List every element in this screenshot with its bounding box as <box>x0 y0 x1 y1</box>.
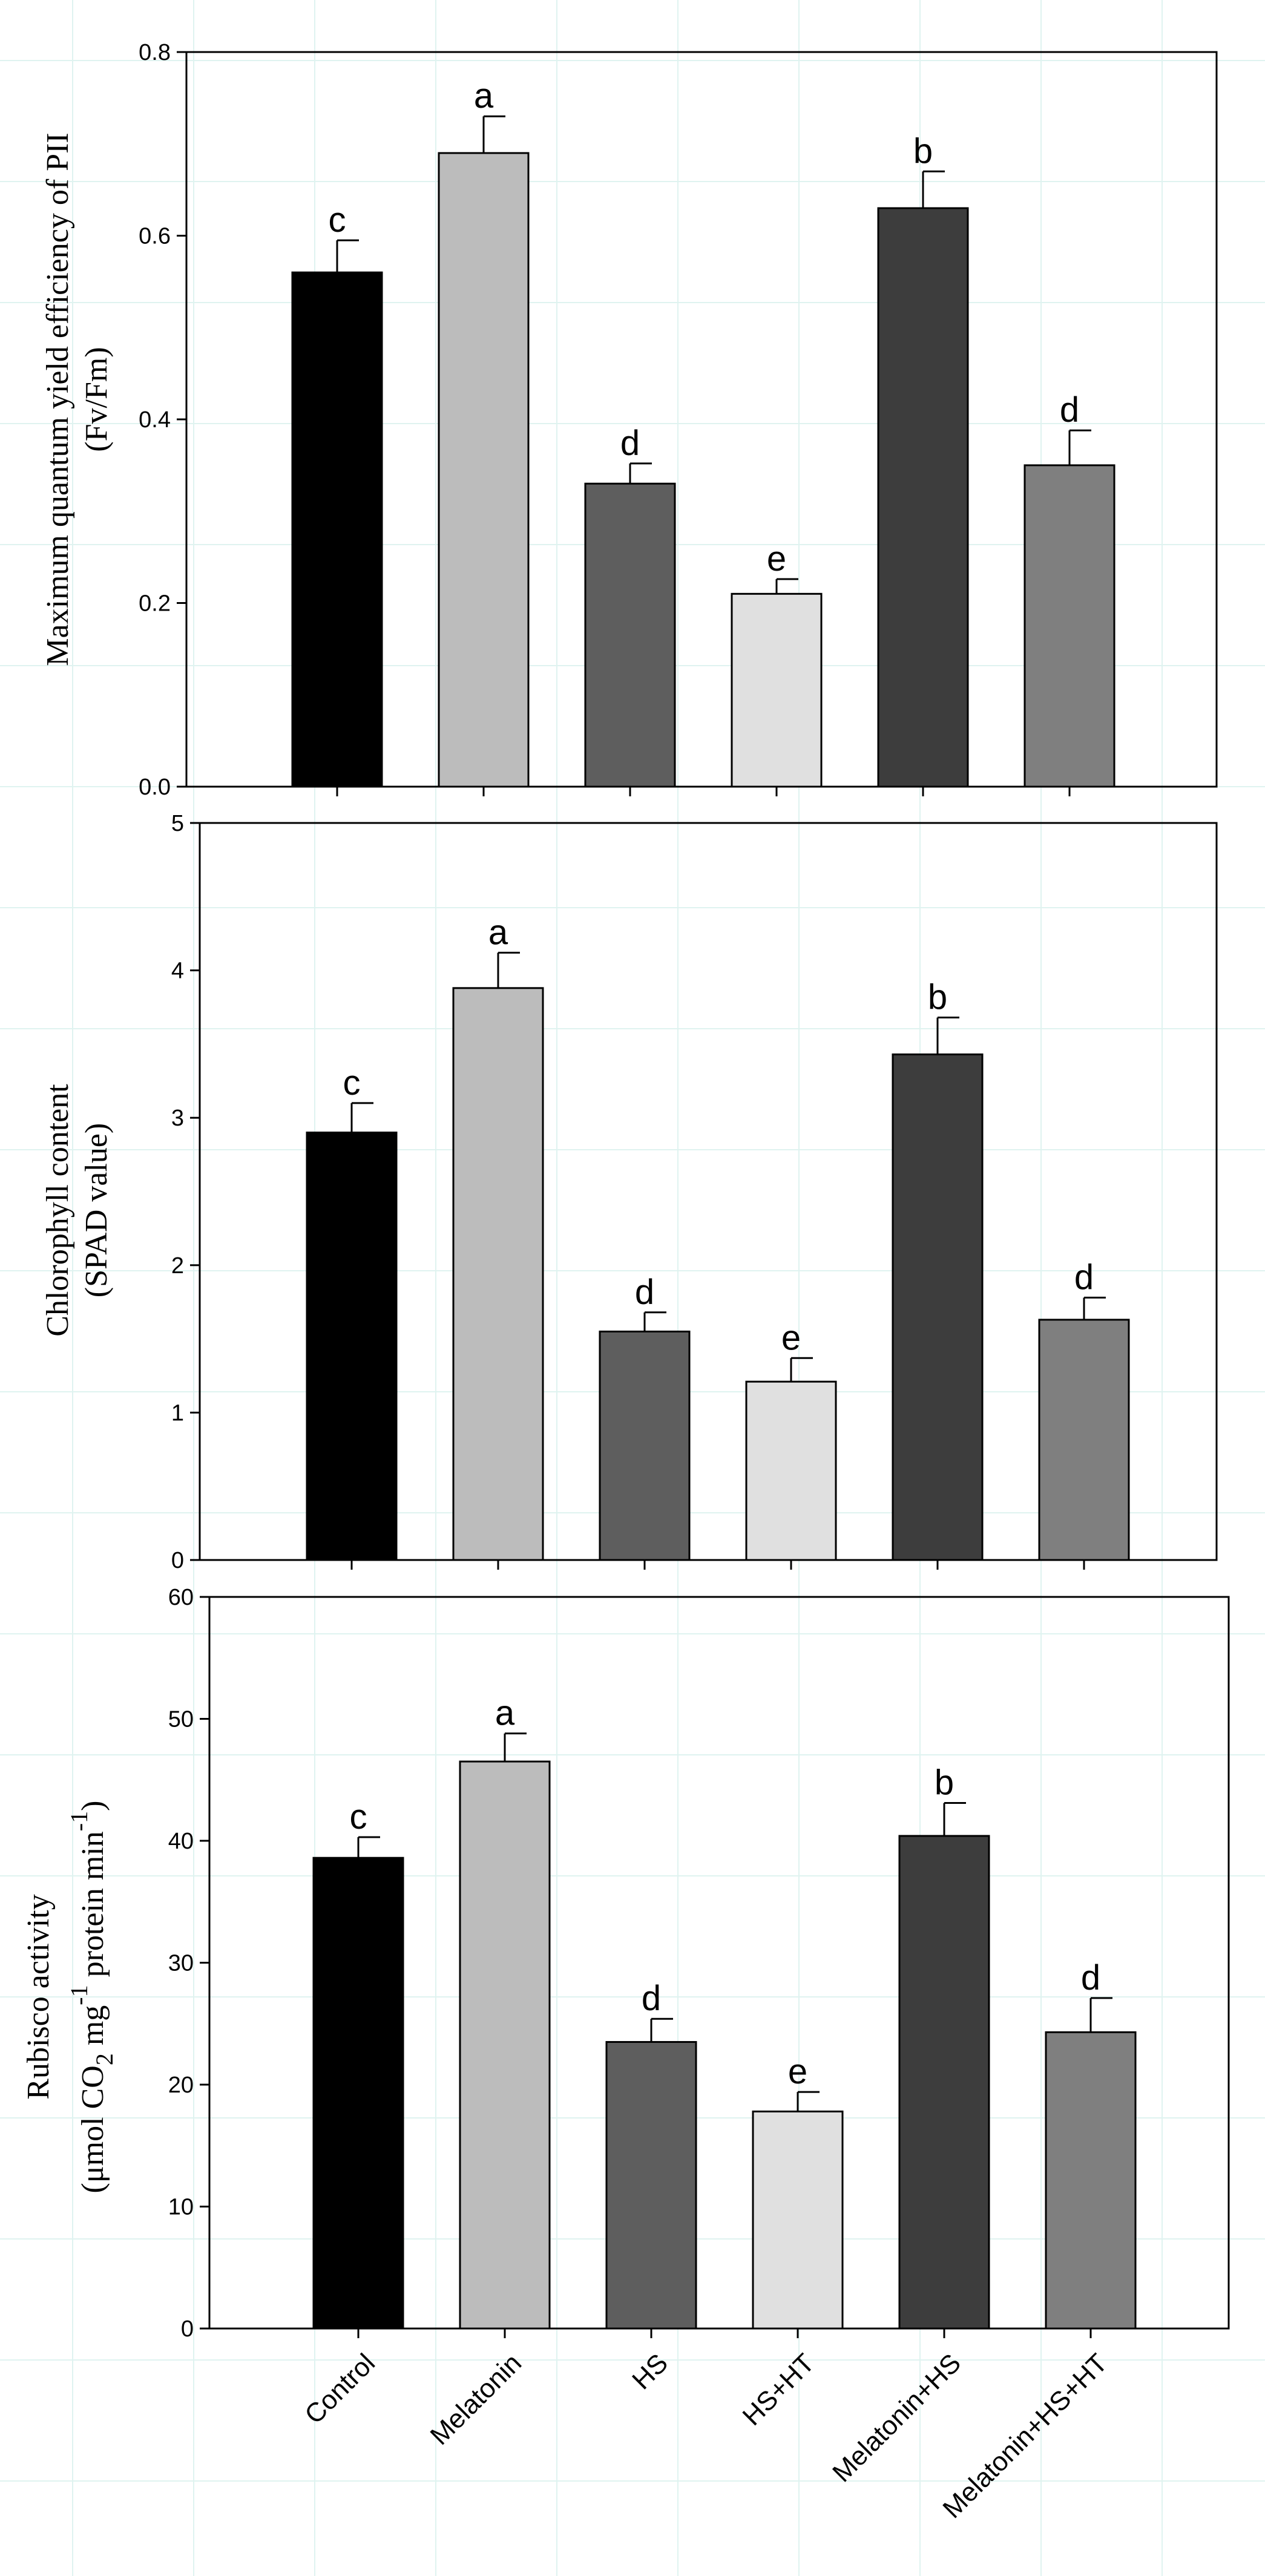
x-category-label: Melatonin+HS <box>827 2348 967 2488</box>
ylabel-panel3-part-5: protein min <box>76 1831 110 1985</box>
panel-rubisco-activity: 0 10 20 30 40 50 60 c a d e b d <box>168 1585 1230 2342</box>
significance-letter: b <box>928 978 947 1017</box>
ylabel-panel2-line2: (SPAD value) <box>79 1123 114 1297</box>
significance-letter: d <box>642 1979 661 2018</box>
significance-letter: d <box>1074 1257 1094 1297</box>
bar-melatonin <box>438 152 530 788</box>
ylabel-panel3-part-6: -1 <box>65 1811 93 1831</box>
ylabel-panel3-part-1: (μmol CO <box>76 2065 110 2193</box>
bar-control <box>306 1132 398 1561</box>
bar-melatonin-plus-hs-plus-ht <box>1024 464 1116 788</box>
bar-melatonin-plus-hs <box>898 1835 990 2330</box>
bar-control <box>291 271 383 788</box>
significance-letter: d <box>1081 1958 1100 1998</box>
y-tick-label: 1 <box>171 1400 184 1426</box>
y-tick-label: 30 <box>168 1951 194 1976</box>
x-category-label: HS <box>626 2348 674 2395</box>
significance-letter: d <box>620 424 640 463</box>
y-tick-label: 60 <box>168 1585 194 1610</box>
y-tick-label: 0 <box>181 2316 194 2342</box>
x-category-label: Melatonin <box>425 2348 528 2451</box>
bar-hs <box>584 482 676 788</box>
y-tick-label: 0 <box>171 1548 184 1573</box>
y-tick-label: 40 <box>168 1829 194 1854</box>
bar-melatonin-plus-hs-plus-ht <box>1045 2031 1137 2330</box>
ylabel-panel3-line2: (μmol CO2 mg-1 protein min-1) <box>65 1801 118 2194</box>
x-category-label: HS+HT <box>737 2348 821 2431</box>
bar-hs <box>599 1330 691 1561</box>
significance-letter: d <box>1060 390 1079 430</box>
y-tick-label: 2 <box>171 1253 184 1279</box>
y-tick-label: 3 <box>171 1106 184 1131</box>
y-tick-label: 0.0 <box>139 775 171 800</box>
bar-hs-plus-ht <box>745 1380 837 1561</box>
significance-letter: c <box>343 1063 361 1103</box>
panel-max-quantum-yield: 0.0 0.2 0.4 0.6 0.8 c a d e b d <box>139 40 1218 800</box>
significance-letter: a <box>495 1694 515 1733</box>
ylabel-panel3-part-4: -1 <box>65 1985 93 2005</box>
y-tick-label: 10 <box>168 2195 194 2220</box>
x-category-label: Melatonin+HS+HT <box>937 2348 1113 2524</box>
significance-letter: a <box>488 913 508 952</box>
significance-letter: c <box>350 1797 367 1837</box>
bar-hs-plus-ht <box>752 2110 844 2330</box>
significance-letter: e <box>767 539 786 578</box>
y-tick-label: 5 <box>171 811 184 836</box>
significance-letter: b <box>935 1763 954 1803</box>
panel-chlorophyll-content: 0 1 2 3 4 5 c a d e b d <box>171 811 1218 1573</box>
significance-letter: e <box>788 2052 807 2091</box>
y-tick-label: 0.8 <box>139 40 171 65</box>
y-tick-label: 0.4 <box>139 407 171 433</box>
bar-melatonin-plus-hs-plus-ht <box>1038 1319 1130 1561</box>
bar-melatonin <box>452 987 544 1561</box>
y-tick-label: 50 <box>168 1707 194 1732</box>
bar-hs <box>605 2040 697 2330</box>
ylabel-panel3-line1: Rubisco activity <box>21 1894 56 2099</box>
y-tick-label: 4 <box>171 959 184 984</box>
ylabel-panel1-line2: (Fv/Fm) <box>79 347 114 451</box>
y-tick-label: 20 <box>168 2073 194 2098</box>
ylabel-panel3-part-3: mg <box>76 2005 110 2053</box>
significance-letter: e <box>781 1318 801 1357</box>
bar-hs-plus-ht <box>731 592 823 788</box>
ylabel-panel2-line1: Chlorophyll content <box>41 1084 75 1337</box>
ylabel-panel3-part-2: 2 <box>91 2053 118 2065</box>
significance-letter: c <box>329 200 346 240</box>
y-tick-label: 0.6 <box>139 224 171 249</box>
significance-letter: a <box>474 76 494 116</box>
ylabel-panel3-part-7: ) <box>76 1801 110 1811</box>
y-tick-label: 0.2 <box>139 591 171 617</box>
bar-control <box>312 1857 404 2330</box>
bar-melatonin-plus-hs <box>892 1053 984 1561</box>
plot-frame <box>199 822 1218 1561</box>
bar-melatonin-plus-hs <box>877 207 969 788</box>
x-category-labels: Control Melatonin HS HS+HT Melatonin+HSMelat… <box>299 2348 1113 2524</box>
bar-melatonin <box>459 1760 551 2330</box>
ylabel-panel1-line1: Maximum quantum yield efficiency of PII <box>41 133 75 666</box>
significance-letter: d <box>635 1273 654 1312</box>
significance-letter: b <box>913 131 933 171</box>
